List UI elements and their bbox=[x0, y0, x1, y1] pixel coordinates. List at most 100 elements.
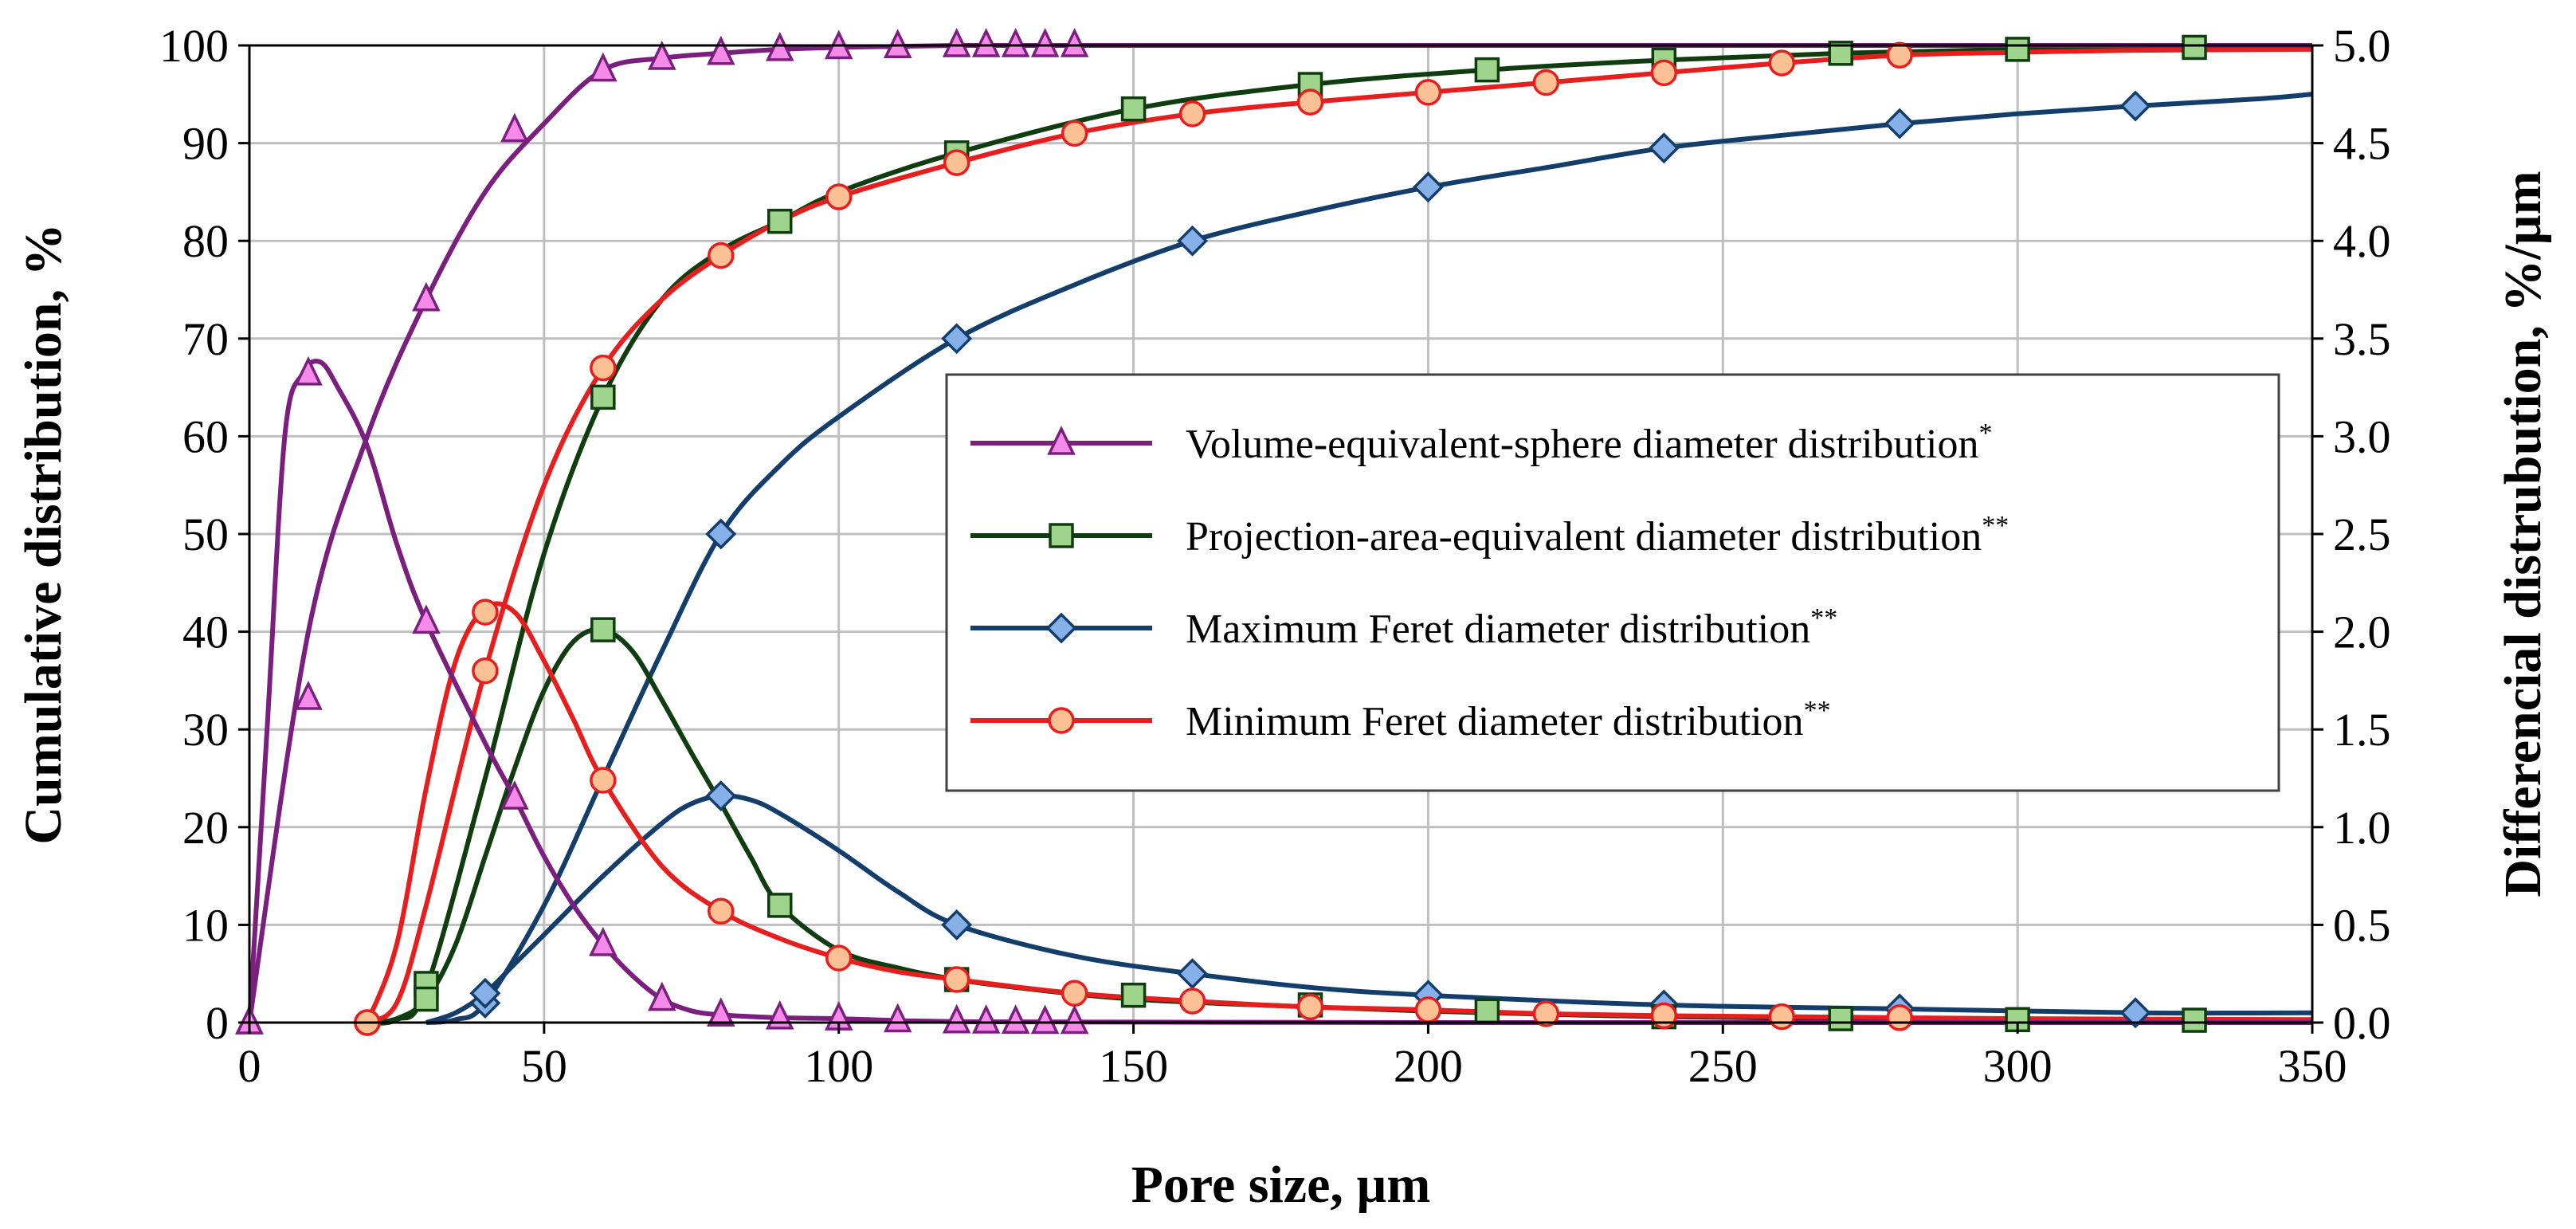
cumulative-point-diamond bbox=[1177, 225, 1209, 257]
cumulative-point-triangle bbox=[589, 52, 618, 82]
x-tick-label: 0 bbox=[238, 1040, 261, 1092]
differential-point-circle bbox=[472, 599, 499, 626]
cumulative-point-circle bbox=[1532, 69, 1560, 96]
differential-point-square bbox=[767, 893, 793, 918]
legend-entry-minimum-feret: Minimum Feret diameter distribution** bbox=[970, 696, 1831, 744]
differential-point-diamond bbox=[941, 909, 973, 940]
differential-point-circle bbox=[1178, 988, 1206, 1015]
differential-point-triangle bbox=[589, 926, 618, 956]
cumulative-point-circle bbox=[825, 183, 853, 210]
x-tick-label: 250 bbox=[1688, 1040, 1758, 1092]
cumulative-point-circle bbox=[472, 657, 499, 685]
y2-tick-label: 1.5 bbox=[2333, 704, 2391, 756]
differential-point-circle bbox=[1532, 1000, 1560, 1027]
differential-point-triangle bbox=[648, 981, 676, 1011]
y2-tick-label: 2.5 bbox=[2333, 508, 2391, 560]
differential-point-circle bbox=[943, 966, 970, 993]
y2-tick-label: 3.0 bbox=[2333, 410, 2391, 462]
cumulative-point-square bbox=[1120, 96, 1147, 122]
differential-point-circle bbox=[1061, 980, 1088, 1007]
x-tick-label: 200 bbox=[1394, 1040, 1463, 1092]
x-axis-ticks: 0 50 100 150 200 250 300 350 bbox=[238, 1023, 2347, 1092]
legend: Volume-equivalent-sphere diameter distri… bbox=[945, 373, 2280, 792]
cumulative-point-triangle bbox=[648, 40, 676, 70]
differential-point-diamond bbox=[2119, 997, 2151, 1029]
cumulative-point-circle bbox=[1768, 49, 1796, 77]
cumulative-point-triangle bbox=[500, 112, 529, 143]
y-axis-right-ticks: 0.0 0.5 1.0 1.5 2.0 2.5 3.0 3.5 4.0 4.5 5.0 bbox=[2312, 20, 2391, 1049]
differential-point-triangle bbox=[1001, 1004, 1030, 1035]
differential-point-triangle bbox=[294, 355, 323, 386]
y-tick-label: 60 bbox=[182, 410, 229, 462]
differential-point-triangle bbox=[1030, 1004, 1060, 1035]
differential-point-triangle bbox=[500, 780, 529, 810]
cumulative-point-circle bbox=[1414, 79, 1442, 106]
differential-point-circle bbox=[708, 897, 735, 925]
legend-label: Projection-area-equivalent diameter dist… bbox=[1186, 511, 2009, 560]
cumulative-point-triangle bbox=[1030, 27, 1060, 57]
differential-point-square bbox=[1474, 998, 1500, 1024]
cumulative-point-square bbox=[590, 384, 616, 410]
legend-marker-circle bbox=[1048, 707, 1075, 734]
x-tick-label: 150 bbox=[1099, 1040, 1168, 1092]
legend-marker-shape bbox=[1049, 523, 1074, 548]
cumulative-point-circle bbox=[1061, 120, 1088, 147]
differential-point-triangle bbox=[971, 1004, 1001, 1034]
legend-label: Minimum Feret diameter distribution** bbox=[1186, 696, 1831, 744]
y2-tick-label: 1.0 bbox=[2333, 802, 2391, 854]
differential-point-diamond bbox=[1177, 958, 1209, 990]
differential-point-triangle bbox=[412, 604, 441, 634]
y2-tick-label: 0.0 bbox=[2333, 997, 2391, 1049]
differential-point-diamond bbox=[469, 977, 501, 1009]
cumulative-point-square bbox=[767, 208, 793, 234]
y-tick-label: 100 bbox=[159, 20, 229, 72]
x-axis-title: Pore size, µm bbox=[1131, 1156, 1431, 1214]
cumulative-point-circle bbox=[1178, 100, 1206, 128]
legend-box bbox=[945, 373, 2280, 792]
y-tick-label: 90 bbox=[182, 118, 229, 170]
differential-point-square bbox=[1120, 982, 1147, 1008]
y2-tick-label: 0.5 bbox=[2333, 899, 2391, 951]
y-axis-left-title: Cumulative distribution, % bbox=[14, 223, 73, 844]
cumulative-point-diamond bbox=[2119, 90, 2151, 122]
differential-point-circle bbox=[1414, 996, 1442, 1023]
legend-entry-projection-area: Projection-area-equivalent diameter dist… bbox=[970, 511, 2009, 560]
legend-entry-volume-equivalent: Volume-equivalent-sphere diameter distri… bbox=[970, 418, 1992, 467]
x-tick-label: 300 bbox=[1983, 1040, 2053, 1092]
cumulative-point-circle bbox=[943, 149, 970, 176]
cumulative-point-diamond bbox=[1412, 171, 1444, 203]
legend-marker-diamond bbox=[1045, 612, 1077, 644]
cumulative-point-circle bbox=[1886, 41, 1913, 69]
legend-label: Maximum Feret diameter distribution** bbox=[1186, 603, 1837, 652]
legend-marker-shape bbox=[1047, 425, 1076, 455]
differential-point-triangle bbox=[1060, 1004, 1089, 1035]
differential-point-circle bbox=[1650, 1002, 1678, 1030]
legend-marker-square bbox=[1049, 523, 1074, 548]
cumulative-point-triangle bbox=[1001, 27, 1030, 57]
differential-point-square bbox=[2182, 1007, 2207, 1033]
differential-point-square bbox=[414, 986, 439, 1012]
cumulative-point-circle bbox=[1296, 88, 1324, 116]
differential-point-circle bbox=[825, 944, 853, 972]
differential-point-square bbox=[2005, 1007, 2030, 1033]
differential-point-square bbox=[1828, 1006, 1853, 1031]
cumulative-point-diamond bbox=[705, 518, 737, 550]
cumulative-point-triangle bbox=[1060, 27, 1089, 57]
y-tick-label: 40 bbox=[182, 607, 229, 658]
x-tick-label: 100 bbox=[804, 1040, 873, 1092]
cumulative-point-triangle bbox=[412, 281, 441, 312]
legend-label: Volume-equivalent-sphere diameter distri… bbox=[1186, 418, 1992, 467]
cumulative-point-square bbox=[2182, 34, 2207, 61]
y-tick-label: 10 bbox=[182, 899, 229, 951]
cumulative-point-square bbox=[1474, 57, 1500, 83]
x-tick-label: 350 bbox=[2278, 1040, 2347, 1092]
data-markers bbox=[235, 27, 2207, 1036]
y-tick-label: 0 bbox=[206, 997, 229, 1049]
differential-point-triangle bbox=[706, 997, 735, 1027]
y2-tick-label: 5.0 bbox=[2333, 20, 2391, 72]
differential-point-circle bbox=[1886, 1004, 1913, 1031]
cumulative-point-circle bbox=[590, 354, 617, 382]
cumulative-point-triangle bbox=[294, 680, 323, 710]
differential-point-circle bbox=[590, 767, 617, 794]
